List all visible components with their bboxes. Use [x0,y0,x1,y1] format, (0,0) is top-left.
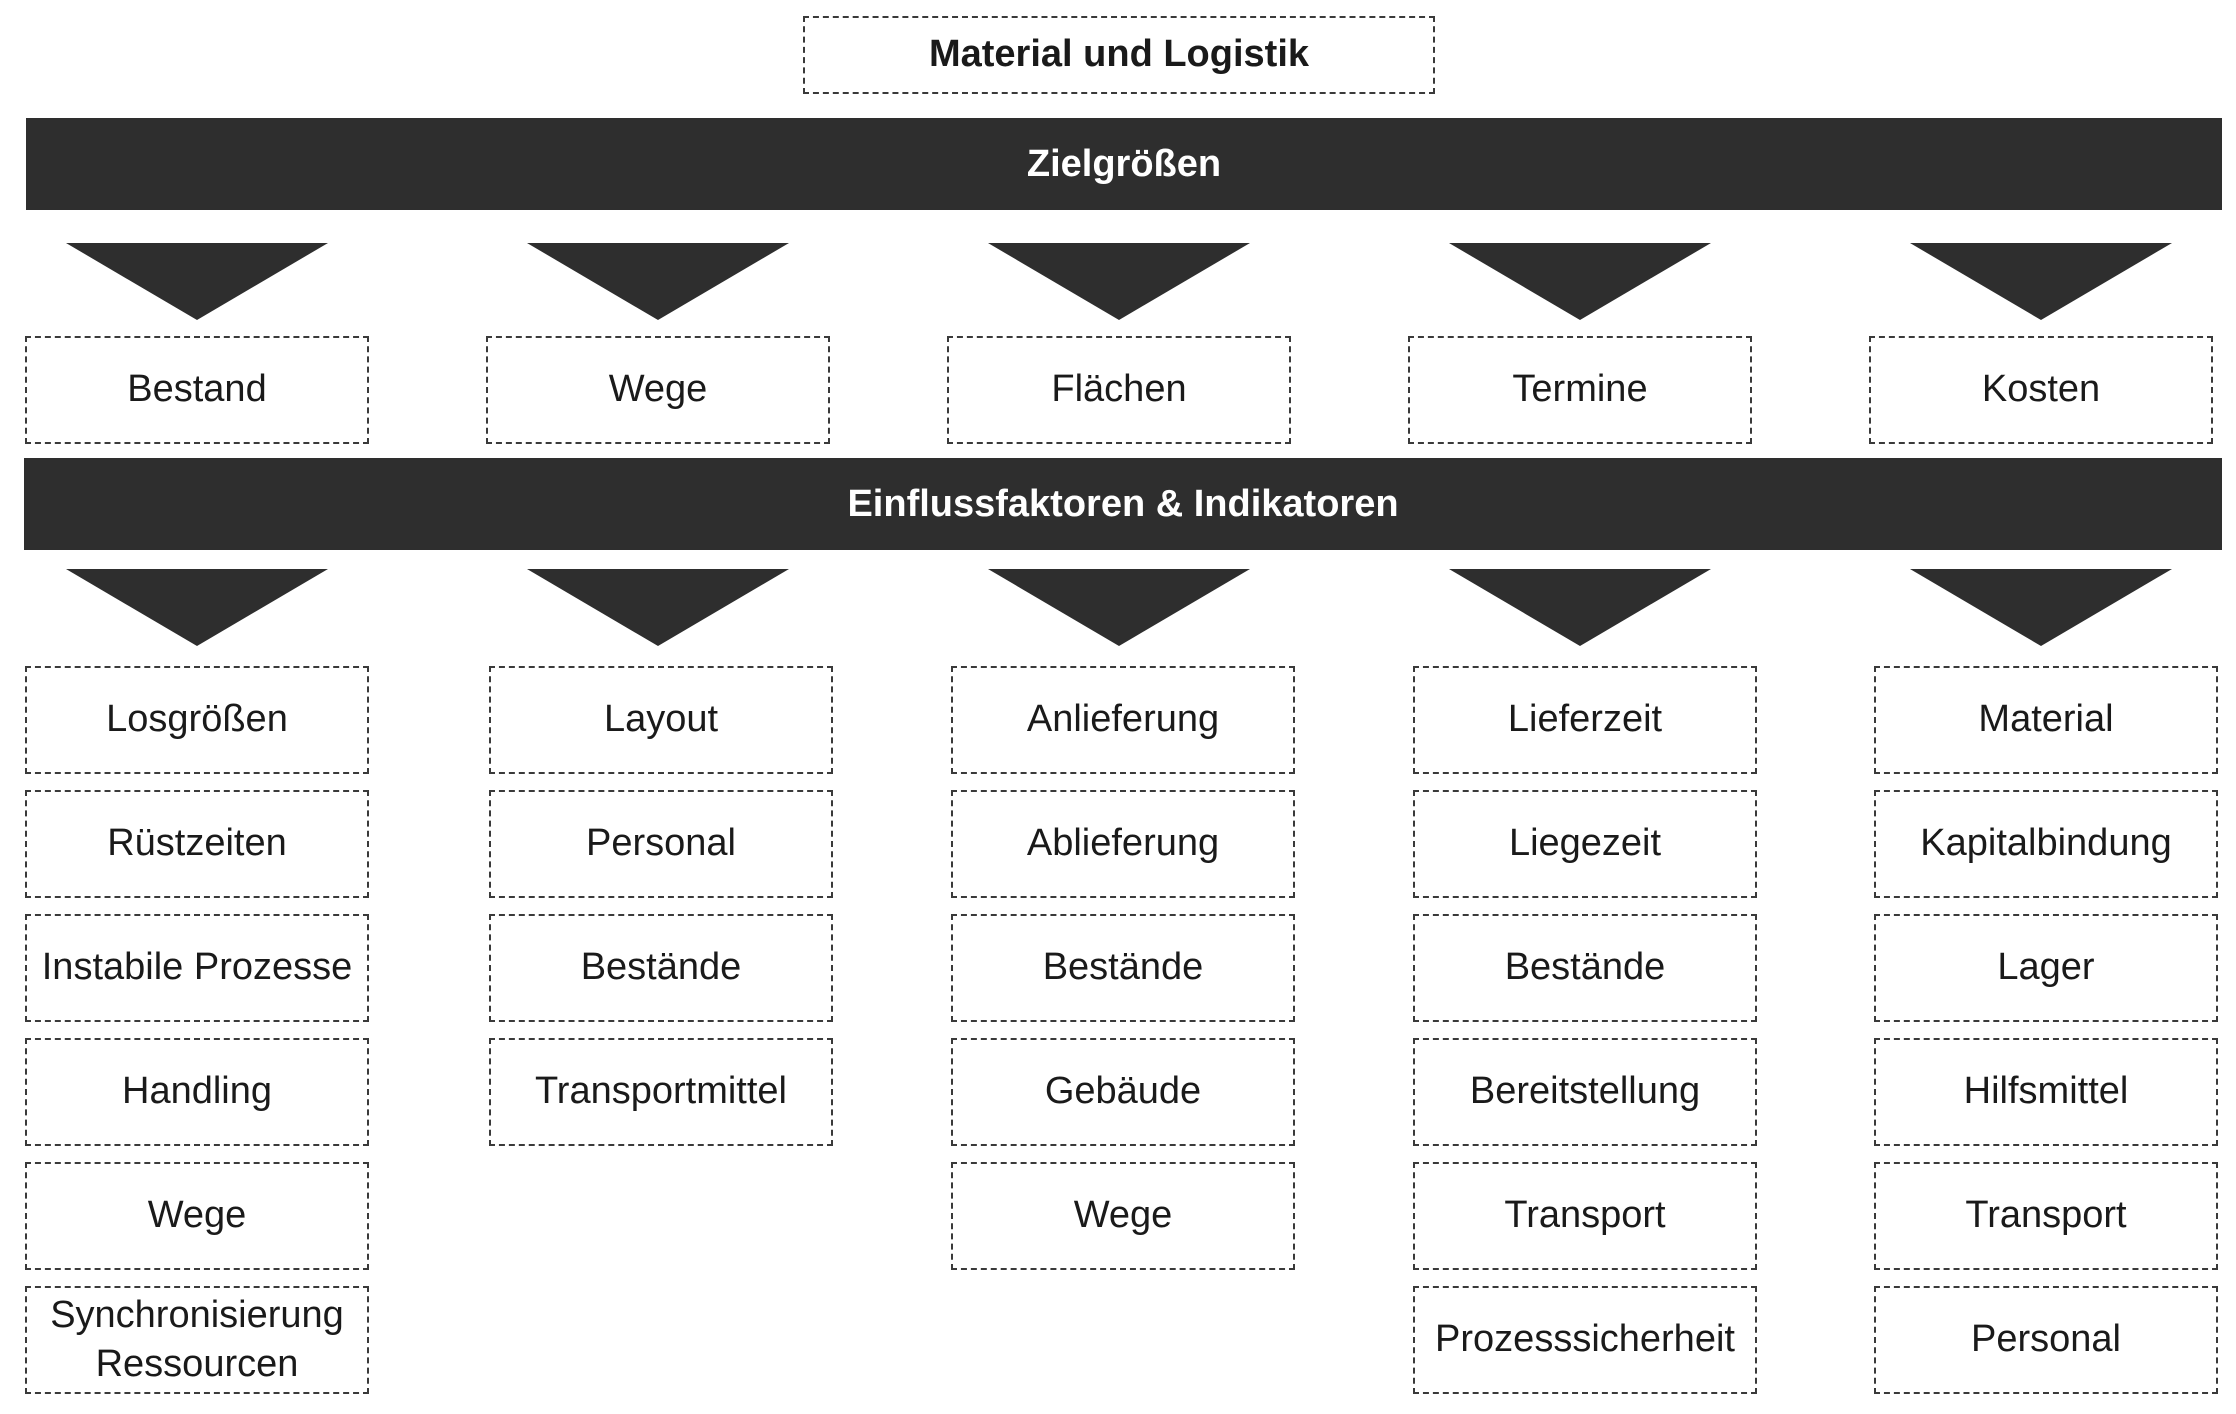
diagram-title: Material und Logistik [803,16,1435,94]
arrow-down-icon [66,243,328,320]
factor-box: Transport [1874,1162,2218,1270]
factor-box: Synchronisierung Ressourcen [25,1286,369,1394]
factor-box: Hilfsmittel [1874,1038,2218,1146]
arrow-down-icon [1449,569,1711,646]
target-metrics-bar: Zielgrößen [26,118,2222,210]
goal-box-flaechen: Flächen [947,336,1291,444]
factor-box: Transportmittel [489,1038,833,1146]
arrow-down-icon [988,243,1250,320]
goal-box-kosten: Kosten [1869,336,2213,444]
factor-box: Material [1874,666,2218,774]
factor-box: Prozesssicherheit [1413,1286,1757,1394]
arrow-down-icon [1910,243,2172,320]
factor-box: Layout [489,666,833,774]
factor-box: Lieferzeit [1413,666,1757,774]
factor-box: Gebäude [951,1038,1295,1146]
arrow-down-icon [527,243,789,320]
factor-box: Bestände [489,914,833,1022]
factor-box: Losgrößen [25,666,369,774]
goal-box-wege: Wege [486,336,830,444]
factor-box: Bestände [951,914,1295,1022]
goal-box-bestand: Bestand [25,336,369,444]
factor-box: Ablieferung [951,790,1295,898]
factor-box: Personal [1874,1286,2218,1394]
arrow-down-icon [66,569,328,646]
factor-box: Lager [1874,914,2218,1022]
factor-box: Transport [1413,1162,1757,1270]
arrow-down-icon [1910,569,2172,646]
factor-box: Wege [25,1162,369,1270]
factor-box: Anlieferung [951,666,1295,774]
factor-box: Handling [25,1038,369,1146]
factor-box: Bestände [1413,914,1757,1022]
factor-box: Liegezeit [1413,790,1757,898]
arrow-down-icon [1449,243,1711,320]
goal-box-termine: Termine [1408,336,1752,444]
factor-box: Kapitalbindung [1874,790,2218,898]
arrow-down-icon [527,569,789,646]
influence-factors-bar: Einflussfaktoren & Indikatoren [24,458,2222,550]
factor-box: Rüstzeiten [25,790,369,898]
factor-box: Instabile Prozesse [25,914,369,1022]
factor-box: Bereitstellung [1413,1038,1757,1146]
arrow-down-icon [988,569,1250,646]
factor-box: Wege [951,1162,1295,1270]
factor-box: Personal [489,790,833,898]
